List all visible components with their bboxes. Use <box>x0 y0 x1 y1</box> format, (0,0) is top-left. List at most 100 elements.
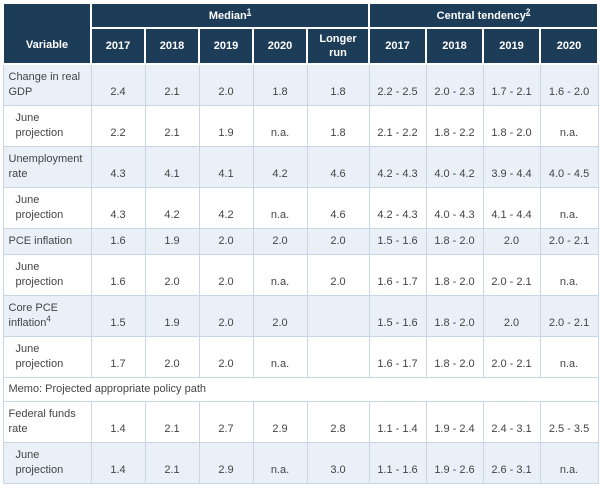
projections-table: Variable Median1 Central tendency2 2017 … <box>2 2 600 484</box>
median-value-cell: 4.3 <box>90 187 146 229</box>
central-value-cell: 1.6 - 1.7 <box>368 336 427 378</box>
row-label: June projection <box>2 187 92 229</box>
central-value-cell: 2.2 - 2.5 <box>368 63 427 106</box>
median-value-cell: 1.4 <box>90 442 146 484</box>
median-value-cell: 1.8 <box>306 105 370 147</box>
central-tendency-label: Central tendency <box>436 9 526 22</box>
median-value-cell: 1.6 <box>90 254 146 296</box>
header-median-2020: 2020 <box>252 27 308 65</box>
central-value-cell: 2.0 <box>482 228 541 255</box>
median-value-cell: 4.2 <box>198 187 254 229</box>
header-central-2020: 2020 <box>538 27 600 65</box>
central-value-cell: 2.4 - 3.1 <box>482 401 541 443</box>
table-row: June projection 1.6 2.0 2.0 n.a. 2.0 1.6 - 1.7… <box>2 254 599 296</box>
central-value-cell: 2.0 <box>482 295 541 337</box>
row-label: PCE inflation <box>2 228 92 255</box>
central-value-cell: 4.0 - 4.5 <box>539 146 599 188</box>
median-value-cell: 2.9 <box>198 442 254 484</box>
central-value-cell: 1.8 - 2.0 <box>425 295 484 337</box>
central-value-cell: n.a. <box>539 442 599 484</box>
median-value-cell: 1.4 <box>90 401 146 443</box>
median-value-cell: 2.0 <box>306 228 370 255</box>
header-median-longer-run: Longer run <box>306 27 370 65</box>
header-central-2018: 2018 <box>425 27 484 65</box>
median-value-cell: 2.0 <box>144 254 200 296</box>
table-header: Variable Median1 Central tendency2 2017 … <box>2 2 600 65</box>
median-value-cell: 2.4 <box>90 63 146 106</box>
table-row: June projection 2.2 2.1 1.9 n.a. 1.8 2.1 - 2.2… <box>2 105 599 147</box>
row-label: June projection <box>2 336 92 378</box>
table-row: June projection 4.3 4.2 4.2 n.a. 4.6 4.2 - 4.3… <box>2 187 599 229</box>
central-value-cell: 4.0 - 4.3 <box>425 187 484 229</box>
median-value-cell: 1.8 <box>252 63 308 106</box>
median-value-cell: n.a. <box>252 254 308 296</box>
table-row: Unemployment rate 4.3 4.1 4.1 4.2 4.6 4.2 - 4.… <box>2 146 599 188</box>
header-central-2019: 2019 <box>482 27 541 65</box>
median-value-cell <box>306 336 370 378</box>
median-value-cell: 2.9 <box>252 401 308 443</box>
median-value-cell: n.a. <box>252 187 308 229</box>
memo-row: Memo: Projected appropriate policy path <box>2 377 599 402</box>
median-value-cell: 4.2 <box>252 146 308 188</box>
table-body: Change in real GDP 2.4 2.1 2.0 1.8 1.8 2.2 - 2… <box>2 63 599 484</box>
central-value-cell: 4.2 - 4.3 <box>368 146 427 188</box>
row-label: June projection <box>2 442 92 484</box>
central-value-cell: 1.6 - 2.0 <box>539 63 599 106</box>
median-value-cell: 2.1 <box>144 401 200 443</box>
central-value-cell: n.a. <box>539 105 599 147</box>
central-value-cell: 1.8 - 2.0 <box>425 228 484 255</box>
table-row: PCE inflation 1.6 1.9 2.0 2.0 2.0 1.5 - 1.6 1.8… <box>2 228 599 255</box>
table-row: June projection 1.4 2.1 2.9 n.a. 3.0 1.1 - 1.6… <box>2 442 599 484</box>
median-value-cell: 1.9 <box>198 105 254 147</box>
median-value-cell: 4.6 <box>306 146 370 188</box>
central-value-cell: 1.9 - 2.6 <box>425 442 484 484</box>
central-tendency-footnote-link[interactable]: 2 <box>525 6 531 16</box>
variable-label: Variable <box>25 39 69 51</box>
header-central-tendency-group: Central tendency2 <box>367 2 600 29</box>
median-value-cell: 3.0 <box>306 442 370 484</box>
median-value-cell: 1.5 <box>90 295 146 337</box>
row-label: Core PCE inflation4 <box>2 295 92 337</box>
central-value-cell: n.a. <box>539 336 599 378</box>
median-value-cell: n.a. <box>252 336 308 378</box>
median-value-cell: 1.9 <box>144 295 200 337</box>
header-median-2019: 2019 <box>198 27 254 65</box>
central-value-cell: 2.0 - 2.1 <box>539 228 599 255</box>
central-value-cell: 1.1 - 1.6 <box>368 442 427 484</box>
central-value-cell: 1.9 - 2.4 <box>425 401 484 443</box>
median-value-cell: 2.0 <box>198 295 254 337</box>
header-group-row: Variable Median1 Central tendency2 <box>2 2 600 65</box>
header-variable: Variable <box>2 2 92 65</box>
central-value-cell: 1.5 - 1.6 <box>368 295 427 337</box>
table-row: June projection 1.7 2.0 2.0 n.a. 1.6 - 1.7 1.8… <box>2 336 599 378</box>
central-value-cell: 1.1 - 1.4 <box>368 401 427 443</box>
median-value-cell: 1.8 <box>306 63 370 106</box>
median-value-cell: 1.9 <box>144 228 200 255</box>
median-value-cell: 2.0 <box>252 228 308 255</box>
central-value-cell: 4.2 - 4.3 <box>368 187 427 229</box>
median-value-cell: 4.1 <box>198 146 254 188</box>
central-value-cell: 1.8 - 2.0 <box>425 254 484 296</box>
median-value-cell: n.a. <box>252 105 308 147</box>
median-value-cell: 2.0 <box>198 63 254 106</box>
central-value-cell: 2.0 - 2.1 <box>539 295 599 337</box>
median-value-cell: 1.6 <box>90 228 146 255</box>
row-label: Federal funds rate <box>2 401 92 443</box>
central-value-cell: n.a. <box>539 187 599 229</box>
median-value-cell: 2.1 <box>144 442 200 484</box>
median-value-cell: 2.1 <box>144 105 200 147</box>
header-year-row: 2017 2018 2019 2020 Longer run 2017 2018… <box>3 27 600 65</box>
header-median-group: Median1 <box>90 2 370 29</box>
row-label: Change in real GDP <box>2 63 92 106</box>
median-value-cell: 2.2 <box>90 105 146 147</box>
central-value-cell: 4.0 - 4.2 <box>425 146 484 188</box>
median-label: Median <box>208 9 247 22</box>
median-value-cell: 2.0 <box>306 254 370 296</box>
median-value-cell: 2.8 <box>306 401 370 443</box>
central-value-cell: 1.6 - 1.7 <box>368 254 427 296</box>
median-footnote-link[interactable]: 1 <box>246 6 252 16</box>
central-value-cell: 1.8 - 2.0 <box>482 105 541 147</box>
median-value-cell: 2.7 <box>198 401 254 443</box>
central-value-cell: 2.5 - 3.5 <box>539 401 599 443</box>
central-value-cell: 1.8 - 2.2 <box>425 105 484 147</box>
